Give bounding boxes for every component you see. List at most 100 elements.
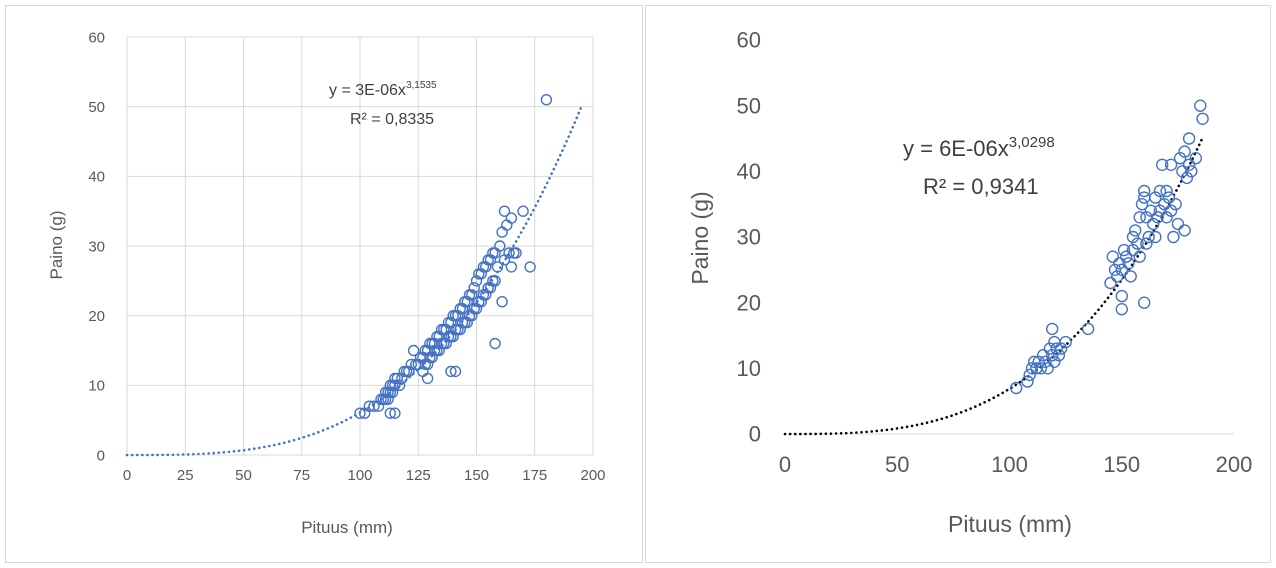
equation-exponent: 3,1535 — [406, 80, 437, 91]
data-point — [1171, 217, 1185, 231]
data-point — [1106, 250, 1119, 263]
data-point — [1122, 257, 1135, 270]
x-tick-label: 0 — [779, 452, 791, 477]
data-point — [407, 344, 420, 357]
data-point — [1120, 250, 1133, 263]
power-trendline — [783, 136, 1204, 436]
data-point — [391, 372, 403, 385]
data-point — [1142, 230, 1155, 244]
data-point — [1034, 362, 1048, 375]
y-axis-label: Paino (g) — [687, 191, 713, 284]
data-point — [503, 247, 515, 259]
data-point — [1180, 171, 1194, 185]
x-axis-label: Pituus (mm) — [948, 511, 1072, 537]
data-points — [354, 93, 553, 419]
data-point — [368, 400, 380, 412]
data-point — [1133, 250, 1146, 263]
x-tick-label: 200 — [1216, 452, 1253, 477]
y-tick-label: 30 — [88, 238, 105, 255]
data-point — [1129, 224, 1142, 237]
data-point — [1126, 243, 1140, 257]
data-point — [1124, 270, 1137, 283]
chart-right: 0 50 100 150 200 0 10 20 30 40 50 60 Pituus (mm) Pa… — [687, 28, 1253, 537]
data-point — [1108, 263, 1122, 276]
data-point — [1182, 158, 1196, 172]
data-point — [1126, 230, 1140, 244]
data-point — [1081, 322, 1095, 336]
data-point — [400, 365, 413, 378]
data-point — [1050, 342, 1063, 355]
data-point — [445, 365, 457, 378]
data-point — [393, 379, 406, 391]
trendline-equation: y = 3E-06x3,1535 — [329, 80, 437, 99]
data-point — [1153, 184, 1167, 198]
data-point — [1144, 204, 1158, 217]
data-point — [491, 261, 504, 273]
data-point — [1113, 257, 1126, 270]
data-point — [1131, 237, 1144, 250]
y-tick-label: 0 — [749, 422, 761, 447]
data-point — [505, 261, 518, 273]
x-axis-label: Pituus (mm) — [301, 518, 393, 537]
data-point — [1185, 165, 1198, 178]
data-point — [1138, 191, 1151, 204]
data-point — [1115, 263, 1128, 276]
data-point — [1054, 342, 1068, 355]
data-point — [517, 205, 529, 217]
equation-prefix: y = 3E-06x — [329, 82, 406, 99]
data-point — [1021, 375, 1034, 388]
y-tick-label: 40 — [737, 159, 761, 184]
data-point — [389, 379, 401, 391]
data-point — [405, 358, 417, 371]
data-point — [1164, 158, 1178, 172]
y-axis-label: Paino (g) — [47, 211, 66, 280]
data-point — [1052, 349, 1066, 362]
data-point — [1046, 349, 1059, 362]
data-point — [1140, 237, 1153, 250]
y-tick-label: 0 — [97, 447, 105, 464]
data-point — [1178, 145, 1191, 158]
data-point — [1156, 158, 1169, 172]
data-point — [1182, 132, 1196, 145]
data-point — [1194, 99, 1207, 112]
data-point — [1115, 289, 1128, 303]
data-point — [1104, 276, 1117, 290]
data-point — [1164, 204, 1178, 217]
trendline-equation: y = 6E-06x3,0298 — [903, 134, 1055, 161]
data-point — [1147, 217, 1160, 231]
data-point — [1032, 355, 1045, 368]
data-point — [1115, 303, 1128, 316]
data-point — [1039, 355, 1052, 368]
data-point — [505, 212, 518, 224]
x-tick-label: 125 — [406, 467, 431, 484]
data-point — [496, 226, 508, 238]
x-tick-label: 50 — [885, 452, 909, 477]
tick-labels: 0 50 100 150 200 0 10 20 30 40 50 60 — [737, 28, 1253, 477]
y-tick-label: 10 — [88, 378, 105, 395]
data-point — [1189, 151, 1202, 165]
data-point — [524, 261, 536, 273]
y-tick-label: 60 — [88, 29, 105, 46]
chart-panel-right: 0 50 100 150 200 0 10 20 30 40 50 60 Pituus (mm) Pa… — [645, 5, 1271, 563]
data-points — [1010, 99, 1209, 395]
data-point — [1169, 197, 1182, 211]
data-point — [384, 407, 396, 419]
chart-left: 0 25 50 75 100 125 150 175 200 0 10 20 30 40 50 60 Pitu… — [47, 29, 606, 537]
data-point — [475, 268, 487, 280]
data-point — [1117, 243, 1131, 257]
data-point — [389, 407, 401, 419]
tick-labels: 0 25 50 75 100 125 150 175 200 0 10 20 30 40 50 60 — [88, 29, 605, 484]
y-tick-label: 30 — [737, 225, 761, 250]
data-point — [494, 240, 506, 252]
data-point — [1025, 362, 1039, 375]
x-tick-label: 150 — [1103, 452, 1140, 477]
data-point — [1046, 322, 1059, 336]
data-point — [489, 275, 501, 287]
data-point — [449, 365, 462, 378]
data-point — [1196, 112, 1209, 126]
data-point — [1059, 335, 1072, 349]
equation-exponent: 3,0298 — [1009, 134, 1055, 151]
data-point — [468, 282, 480, 294]
trendline — [125, 105, 583, 457]
